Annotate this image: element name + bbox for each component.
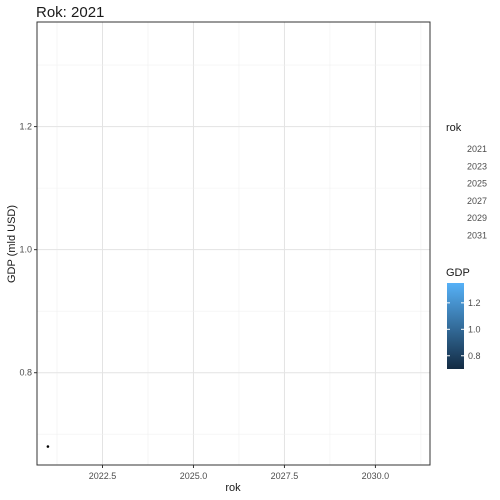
y-axis-label: GDP (mld USD) <box>6 205 18 283</box>
chart-title: Rok: 2021 <box>36 4 104 21</box>
legend-gdp-ticks: 0.8 1.0 1.2 <box>447 298 481 361</box>
legend-gdp-tick-label: 1.0 <box>468 324 481 334</box>
legend-gdp-title: GDP <box>446 267 470 279</box>
y-tick-label: 1.2 <box>19 122 32 132</box>
x-tick-label: 2027.5 <box>271 471 299 481</box>
x-tick-label: 2025.0 <box>180 471 208 481</box>
plot-panel <box>37 22 430 465</box>
y-axis-ticks: 0.8 1.0 1.2 <box>19 122 37 378</box>
x-axis-ticks: 2022.5 2025.0 2027.5 2030.0 <box>89 465 389 481</box>
legend-rok-entry: 2027 <box>467 196 487 206</box>
data-points <box>46 445 50 448</box>
plot-border <box>36 21 431 466</box>
x-axis-label: rok <box>225 482 241 494</box>
x-tick-label: 2030.0 <box>362 471 390 481</box>
grid-lines <box>37 22 430 465</box>
legend-rok-entry: 2025 <box>467 179 487 189</box>
legend-rok-entry: 2029 <box>467 213 487 223</box>
legend-rok-entry: 2023 <box>467 161 487 171</box>
legend-rok-entries: 2021 2023 2025 2027 2029 2031 <box>467 144 487 241</box>
x-tick-label: 2022.5 <box>89 471 117 481</box>
legend-rok-entry: 2031 <box>467 231 487 241</box>
y-tick-label: 1.0 <box>19 245 32 255</box>
data-point <box>46 445 50 448</box>
legend-rok: rok 2021 2023 2025 2027 2029 2031 <box>446 122 487 241</box>
legend-gdp-colorbar <box>447 283 464 369</box>
y-tick-label: 0.8 <box>19 368 32 378</box>
legend-gdp-tick-label: 0.8 <box>468 351 481 361</box>
legend-rok-entry: 2021 <box>467 144 487 154</box>
legend-rok-title: rok <box>446 122 462 134</box>
legend-gdp: GDP 0.8 1.0 1.2 <box>446 267 481 369</box>
legend-gdp-tick-label: 1.2 <box>468 298 481 308</box>
